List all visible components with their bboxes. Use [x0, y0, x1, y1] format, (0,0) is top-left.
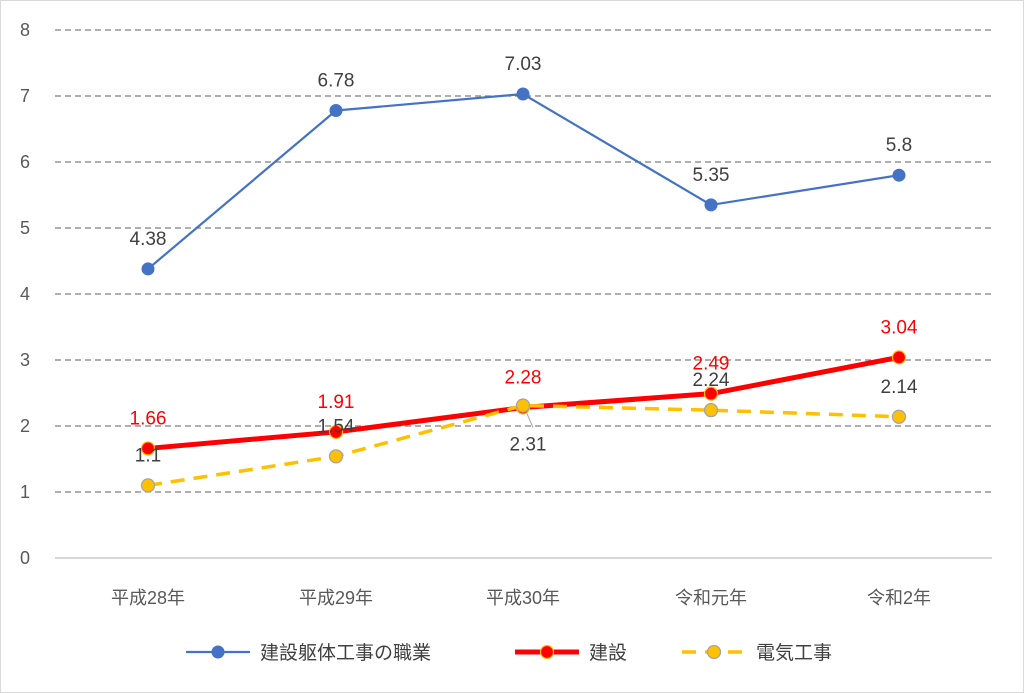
- x-tick-label: 平成30年: [486, 588, 560, 608]
- legend-marker: [706, 644, 722, 660]
- data-label: 4.38: [130, 229, 167, 250]
- data-label: 1.1: [135, 445, 161, 466]
- data-label: 2.28: [505, 368, 542, 389]
- y-tick-label: 5: [20, 218, 30, 238]
- data-label: 2.14: [881, 377, 918, 398]
- data-point: [704, 198, 718, 212]
- legend-label: 建設: [589, 642, 627, 664]
- data-point: [329, 104, 343, 118]
- data-point: [516, 87, 530, 101]
- y-tick-label: 6: [20, 152, 30, 172]
- data-point: [891, 409, 907, 424]
- x-tick-label: 令和2年: [867, 588, 931, 608]
- data-label: 3.04: [881, 317, 918, 338]
- y-axis-ticks: 0 1 2 3 4 5 6 7 8: [20, 20, 30, 568]
- y-tick-label: 0: [20, 548, 30, 568]
- data-label: 5.8: [886, 135, 912, 156]
- series-lines: [140, 87, 907, 493]
- data-label: 1.54: [318, 416, 355, 437]
- data-label: 2.49: [693, 354, 730, 375]
- data-point: [140, 478, 156, 493]
- legend-label: 電気工事: [756, 642, 832, 664]
- data-label: 6.78: [318, 71, 355, 92]
- y-tick-label: 2: [20, 416, 30, 436]
- data-label: 1.91: [318, 392, 355, 413]
- legend: 建設躯体工事の職業 建設 電気工事: [186, 642, 832, 664]
- x-tick-label: 平成28年: [111, 588, 185, 608]
- data-label: 2.31: [510, 435, 547, 456]
- data-point: [892, 168, 906, 182]
- y-tick-label: 7: [20, 86, 30, 106]
- y-tick-label: 3: [20, 350, 30, 370]
- data-label: 5.35: [693, 165, 730, 186]
- data-point: [328, 449, 344, 464]
- x-tick-label: 令和元年: [675, 588, 747, 608]
- data-label: 2.24: [693, 370, 730, 391]
- x-tick-label: 平成29年: [299, 588, 373, 608]
- data-label: 7.03: [505, 54, 542, 75]
- data-point: [141, 262, 155, 276]
- data-point: [703, 403, 719, 418]
- legend-marker: [539, 644, 555, 660]
- gridlines: [55, 29, 992, 559]
- legend-marker: [211, 645, 225, 659]
- leader-line: [526, 413, 534, 428]
- y-tick-label: 8: [20, 20, 30, 40]
- data-point: [515, 398, 531, 413]
- data-point: [891, 350, 907, 365]
- series-line: [147, 92, 900, 270]
- data-point: [328, 424, 344, 440]
- series-line: [147, 403, 900, 488]
- data-labels: 4.38 6.78 7.03 5.35 5.8 1.66 1.91 2.28 2.49 3.04 1…: [130, 54, 918, 466]
- y-tick-label: 1: [20, 482, 30, 502]
- x-axis-ticks: 平成28年 平成29年 平成30年 令和元年 令和2年: [111, 588, 931, 608]
- legend-label: 建設躯体工事の職業: [260, 642, 431, 664]
- y-tick-label: 4: [20, 284, 30, 304]
- data-label: 1.66: [130, 408, 167, 429]
- data-point: [703, 386, 719, 401]
- data-point: [140, 441, 156, 456]
